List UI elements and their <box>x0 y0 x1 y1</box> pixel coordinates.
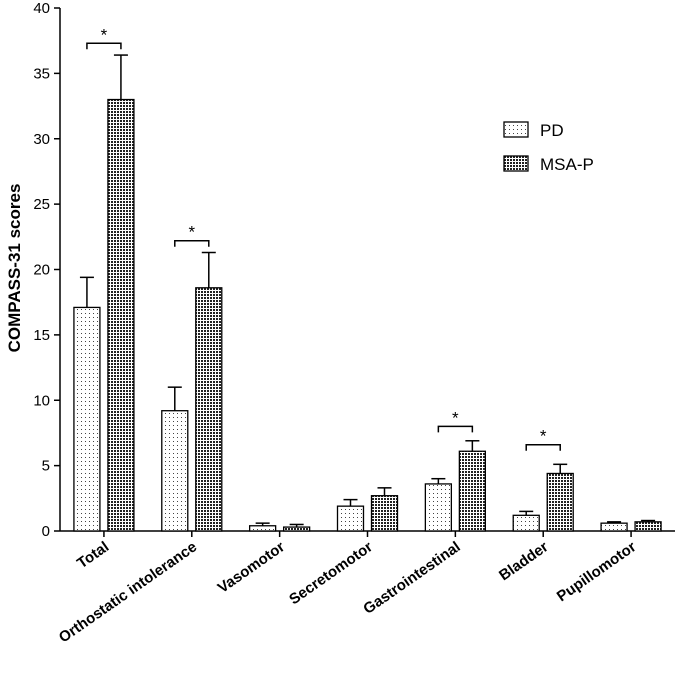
significance-bracket <box>525 443 561 451</box>
bars-group <box>73 54 662 532</box>
significance-star: * <box>540 427 547 446</box>
y-tick-label: 25 <box>33 196 50 213</box>
legend-swatch-pd <box>503 121 529 138</box>
y-tick-label: 20 <box>33 262 50 279</box>
y-axis-title: COMPASS-31 scores <box>5 184 24 353</box>
significance-bracket <box>174 239 210 247</box>
y-tick-label: 5 <box>42 458 50 475</box>
y-tick-label: 0 <box>42 523 50 540</box>
bar-msa-p-5 <box>546 472 574 532</box>
bar-msa-p-2 <box>282 526 311 532</box>
significance-bracket <box>437 425 474 433</box>
y-tick-label: 15 <box>33 327 50 344</box>
bar-pd-6 <box>600 522 628 532</box>
bar-pd-3 <box>336 505 365 532</box>
x-tick-label: Pupillomotor <box>554 538 640 605</box>
bar-pd-4 <box>424 483 453 532</box>
legend-label-msa-p: MSA-P <box>540 155 594 174</box>
bar-pd-1 <box>161 410 189 532</box>
bar-pd-2 <box>248 525 277 532</box>
bar-msa-p-1 <box>195 287 223 532</box>
significance-star: * <box>188 223 195 242</box>
significance-group: * * * * <box>86 25 561 451</box>
bar-msa-p-6 <box>634 521 662 532</box>
bar-pd-5 <box>512 514 540 532</box>
x-tick-label: Gastrointestinal <box>360 538 463 617</box>
y-tick-label: 30 <box>33 131 50 148</box>
significance-star: * <box>101 25 108 44</box>
significance-star: * <box>452 408 459 427</box>
x-tick-label: Total <box>74 538 112 572</box>
legend-label-pd: PD <box>540 121 564 140</box>
bar-msa-p-4 <box>458 450 487 532</box>
y-tick-label: 35 <box>33 65 50 82</box>
bar-msa-p-3 <box>370 495 399 532</box>
y-tick-label: 10 <box>33 392 50 409</box>
bar-msa-p-0 <box>107 98 135 532</box>
bar-pd-0 <box>73 306 101 532</box>
x-tick-label: Secretomotor <box>286 538 376 608</box>
legend: PD MSA-P <box>503 121 594 174</box>
significance-bracket <box>86 42 122 50</box>
x-tick-label: Bladder <box>496 538 552 584</box>
x-tick-label: Orthostatic intolerance <box>56 538 200 646</box>
legend-swatch-msa-p <box>503 155 529 172</box>
y-tick-label: 40 <box>33 0 50 17</box>
x-tick-label: Vasomotor <box>215 538 288 596</box>
